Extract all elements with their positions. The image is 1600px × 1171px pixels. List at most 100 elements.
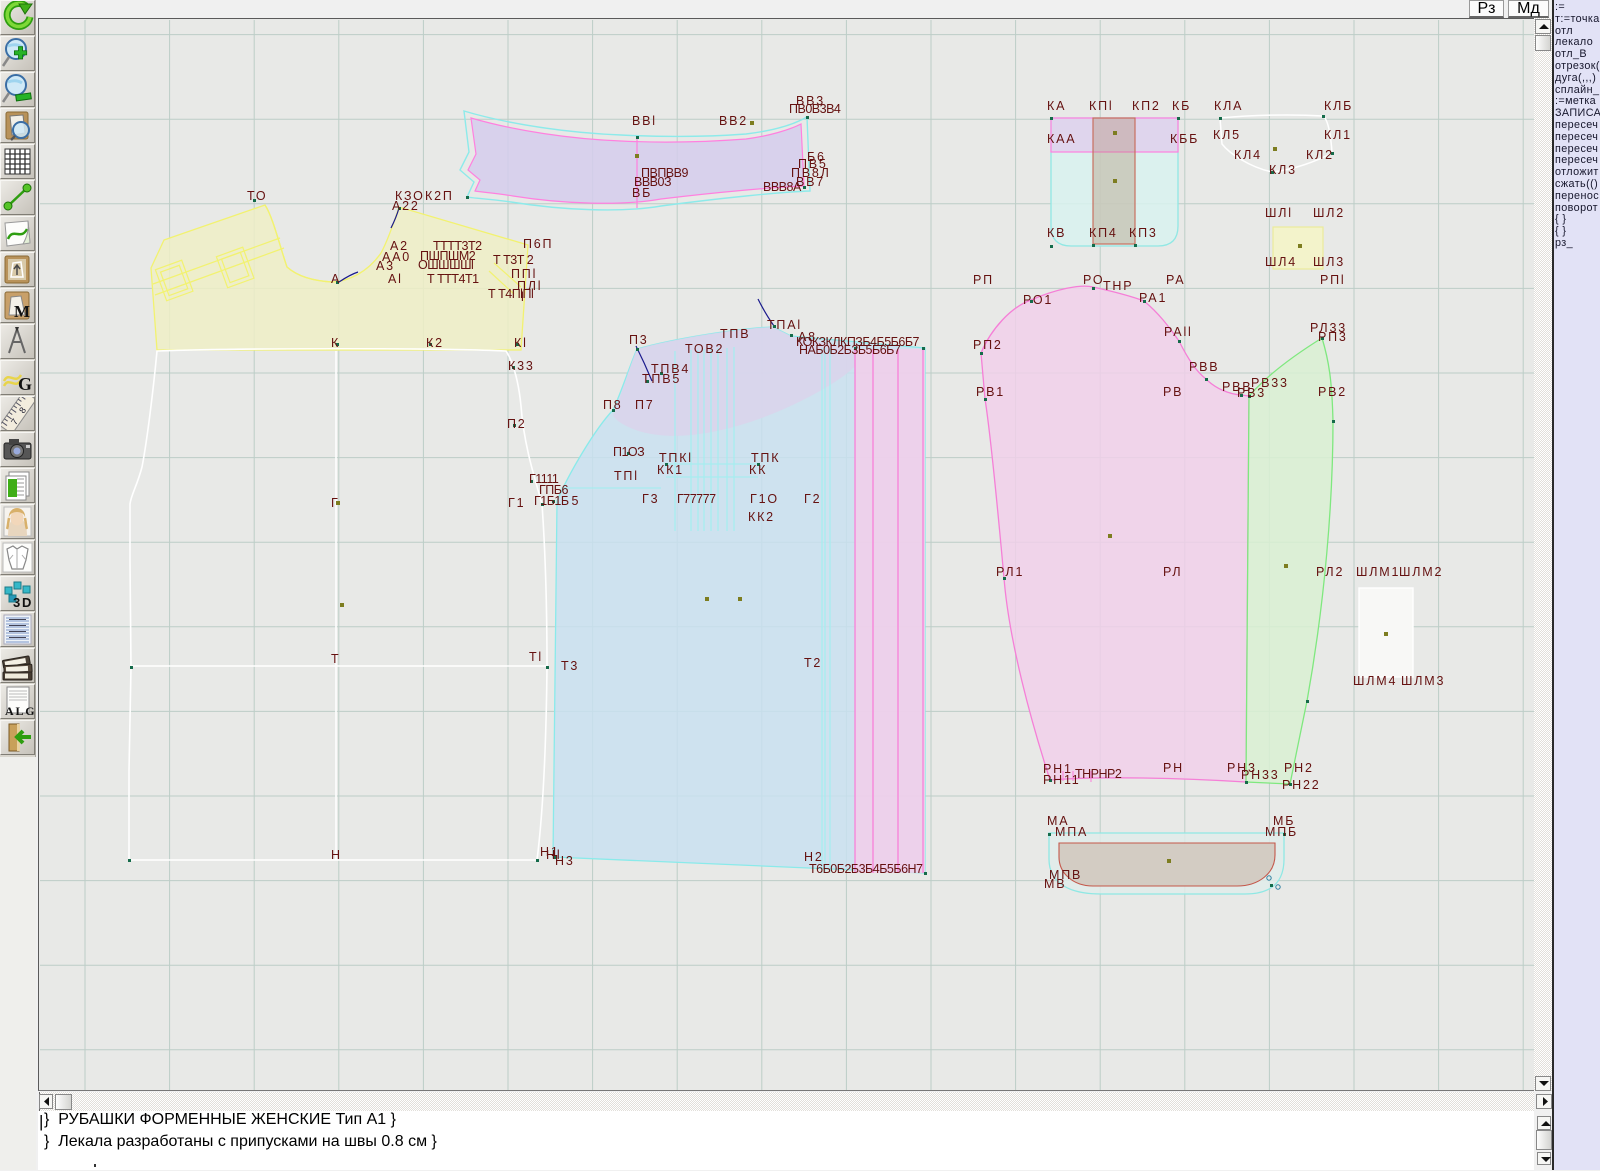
svg-text:ВВВ0З: ВВВ0З: [634, 175, 671, 189]
svg-text:РО: РО: [1083, 273, 1104, 287]
svg-text:ТПАl: ТПАl: [767, 318, 802, 332]
svg-text:ШЛМ4: ШЛМ4: [1353, 674, 1397, 688]
svg-text:ППl: ППl: [511, 267, 537, 281]
svg-text:РН3: РН3: [1227, 761, 1257, 775]
svg-text:РП2: РП2: [973, 338, 1003, 352]
svg-text:АА0: АА0: [382, 250, 411, 264]
svg-text:КЛБ: КЛБ: [1324, 99, 1353, 113]
svg-text:Т Т4ПlПl: Т Т4ПlПl: [488, 287, 533, 301]
svg-text:РП: РП: [973, 273, 994, 287]
svg-text:Г1111: Г1111: [529, 472, 559, 486]
svg-text:МПА: МПА: [1055, 825, 1088, 839]
svg-text:КББ: КББ: [1170, 132, 1199, 146]
svg-text:РН33: РН33: [1241, 768, 1279, 782]
svg-text:ВВ3: ВВ3: [796, 94, 825, 108]
svg-text:РН2: РН2: [1284, 761, 1314, 775]
svg-text:РВ33: РВ33: [1251, 376, 1289, 390]
svg-text:КК2: КК2: [748, 510, 775, 524]
svg-text:КЗО: КЗО: [395, 189, 425, 203]
svg-text:РЛ: РЛ: [1163, 565, 1182, 579]
svg-text:А8: А8: [798, 330, 817, 344]
svg-text:П8: П8: [603, 398, 623, 412]
svg-text:Г1О: Г1О: [750, 492, 779, 506]
svg-text:8: 8: [17, 404, 29, 415]
svg-text:РВ1: РВ1: [976, 385, 1005, 399]
svg-text:ТПВ4: ТПВ4: [651, 362, 690, 376]
svg-text:ВВl: ВВl: [632, 114, 657, 128]
svg-text:ПВ0В3В4: ПВ0В3В4: [789, 102, 841, 116]
svg-text:РВ: РВ: [1163, 385, 1183, 399]
svg-text:ВБ: ВБ: [632, 186, 652, 200]
svg-text:ПЛl: ПЛl: [517, 279, 542, 293]
svg-text:ВВВ8А: ВВВ8А: [763, 180, 802, 194]
svg-text:ШЛl: ШЛl: [1265, 206, 1293, 220]
svg-text:КЛ4: КЛ4: [1234, 148, 1262, 162]
svg-text:ТПКl: ТПКl: [659, 451, 693, 465]
svg-text:РН22: РН22: [1282, 778, 1320, 792]
svg-text:МВ: МВ: [1044, 877, 1066, 891]
svg-text:КП3: КП3: [1129, 226, 1158, 240]
svg-text:ТПК: ТПК: [751, 451, 780, 465]
svg-text:ШЛ4: ШЛ4: [1265, 255, 1297, 269]
svg-text:КОКЗКЛКПЗБ4Б5Б6Б7: КОКЗКЛКПЗБ4Б5Б6Б7: [796, 335, 920, 349]
svg-text:П2: П2: [507, 417, 527, 431]
svg-text:РА: РА: [1166, 273, 1185, 287]
svg-text:Т ТТТ4Т1: Т ТТТ4Т1: [427, 272, 479, 286]
svg-text:К2: К2: [426, 336, 444, 350]
svg-text:Кl: Кl: [514, 336, 528, 350]
svg-text:ТО: ТО: [247, 189, 267, 203]
svg-text:НАБ0Б2Б3Б5Б6Б7: НАБ0Б2Б3Б5Б6Б7: [799, 343, 901, 357]
svg-text:КК: КК: [749, 463, 767, 477]
svg-text:Т: Т: [331, 652, 340, 666]
svg-text:Тl: Тl: [529, 650, 543, 664]
svg-text:РО1: РО1: [1023, 293, 1053, 307]
svg-text:МПБ: МПБ: [1265, 825, 1298, 839]
svg-text:ТНРНР2: ТНРНР2: [1075, 767, 1122, 781]
svg-text:КП2: КП2: [1132, 99, 1161, 113]
svg-text:П6П: П6П: [523, 237, 553, 251]
svg-text:ШЛМ2: ШЛМ2: [1399, 565, 1443, 579]
svg-text:Т2: Т2: [804, 656, 822, 670]
svg-text:Т Т3Т 2: Т Т3Т 2: [493, 253, 534, 267]
svg-text:ВВ2: ВВ2: [719, 114, 748, 128]
svg-text:ПШПШΜ2: ПШПШΜ2: [420, 249, 476, 263]
svg-text:К: К: [331, 336, 340, 350]
svg-text:РВВ: РВВ: [1189, 360, 1219, 374]
svg-text:А2: А2: [390, 239, 409, 253]
svg-text:КЛ1: КЛ1: [1324, 128, 1352, 142]
svg-text:ШЛМ1: ШЛМ1: [1356, 565, 1400, 579]
svg-text:КБ: КБ: [1172, 99, 1191, 113]
svg-text:К33: К33: [508, 359, 535, 373]
svg-text:П7: П7: [635, 398, 655, 412]
svg-text:Г1Б1Б 5: Г1Б1Б 5: [534, 494, 579, 508]
svg-text:Б6: Б6: [807, 150, 826, 164]
svg-text:КЛА: КЛА: [1214, 99, 1243, 113]
svg-text:РА1: РА1: [1139, 291, 1167, 305]
svg-text:l: l: [521, 290, 526, 304]
svg-text:ПВ5: ПВ5: [798, 157, 828, 171]
svg-text:ТПВ5: ТПВ5: [642, 372, 681, 386]
svg-text:МПВ: МПВ: [1049, 868, 1082, 882]
svg-text:КВ: КВ: [1047, 226, 1066, 240]
svg-text:РН11: РН11: [1043, 773, 1081, 787]
svg-text:Г2: Г2: [804, 492, 821, 506]
svg-text:Н1: Н1: [540, 845, 560, 859]
svg-text:КЛ2: КЛ2: [1306, 148, 1334, 162]
svg-text:ТТТТ3Т2: ТТТТ3Т2: [433, 239, 482, 253]
svg-text:РП3: РП3: [1318, 330, 1348, 344]
svg-text:Г1: Г1: [508, 496, 525, 510]
svg-text:РЛ1: РЛ1: [996, 565, 1024, 579]
svg-text:РН: РН: [1163, 761, 1184, 775]
svg-text:ТПВ: ТПВ: [720, 327, 750, 341]
svg-text:ПВПВВ9: ПВПВВ9: [641, 166, 688, 180]
svg-text:M: M: [14, 302, 32, 321]
svg-text:К2П: К2П: [425, 189, 454, 203]
svg-text:Н3: Н3: [555, 854, 575, 868]
svg-text:ТПl: ТПl: [614, 469, 639, 483]
svg-text:G: G: [18, 374, 34, 394]
svg-text:ОШШШШl: ОШШШШl: [418, 258, 473, 272]
svg-text:РВ2: РВ2: [1318, 385, 1347, 399]
svg-text:ШЛ3: ШЛ3: [1313, 255, 1345, 269]
svg-text:РЛ2: РЛ2: [1316, 565, 1344, 579]
svg-text:КК1: КК1: [657, 463, 684, 477]
